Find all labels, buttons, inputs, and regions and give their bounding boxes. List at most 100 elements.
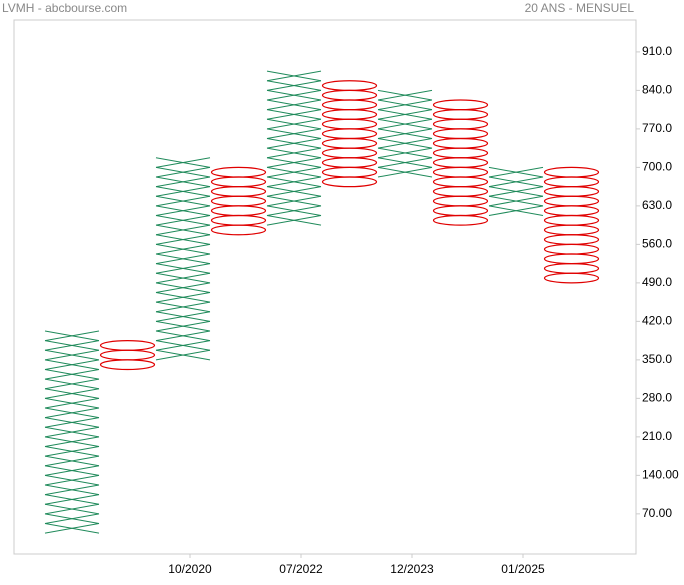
x-stroke	[155, 195, 211, 207]
o-symbol	[432, 157, 489, 168]
x-stroke	[44, 407, 100, 419]
pf-column	[543, 166, 600, 284]
o-symbol	[321, 128, 378, 140]
o-symbol	[543, 272, 600, 284]
o-symbol	[210, 195, 267, 207]
x-tick-label: 01/2025	[501, 562, 545, 576]
x-stroke	[266, 166, 322, 178]
o-symbol	[210, 224, 267, 236]
x-stroke	[44, 455, 100, 467]
pf-column	[44, 330, 100, 534]
x-stroke	[266, 157, 322, 168]
o-symbol	[543, 205, 600, 217]
o-symbol	[432, 99, 489, 111]
o-symbol	[432, 176, 489, 188]
x-stroke	[44, 417, 100, 428]
o-symbol	[432, 214, 489, 226]
o-symbol	[543, 253, 600, 265]
o-symbol	[321, 147, 378, 159]
x-stroke	[266, 80, 322, 91]
x-stroke	[44, 474, 100, 486]
o-symbol	[321, 157, 378, 168]
x-stroke	[377, 157, 433, 168]
x-stroke	[155, 330, 211, 342]
y-tick-label: 910.0	[642, 44, 672, 58]
x-stroke	[44, 340, 100, 351]
o-symbol	[543, 195, 600, 207]
pf-column	[432, 99, 489, 226]
x-stroke	[266, 138, 322, 149]
x-stroke	[155, 340, 211, 351]
x-stroke	[44, 436, 100, 447]
x-stroke	[44, 465, 100, 476]
y-tick-label: 840.0	[642, 83, 672, 97]
x-tick-label: 07/2022	[279, 562, 323, 576]
x-stroke	[488, 195, 544, 207]
o-symbol	[543, 263, 600, 274]
o-symbol	[543, 243, 600, 255]
o-symbol	[432, 166, 489, 178]
y-tick-label: 490.0	[642, 275, 672, 289]
x-stroke	[488, 205, 544, 216]
x-stroke	[377, 99, 433, 111]
o-symbol	[210, 186, 267, 197]
x-stroke	[155, 263, 211, 274]
pf-column	[377, 89, 433, 178]
o-symbol	[321, 80, 378, 91]
x-stroke	[266, 147, 322, 159]
x-stroke	[377, 138, 433, 149]
o-symbol	[321, 176, 378, 188]
o-symbol	[210, 166, 267, 178]
y-tick-label: 70.00	[642, 506, 672, 520]
pf-column	[210, 166, 267, 236]
o-symbol	[432, 147, 489, 159]
y-tick-label: 630.0	[642, 198, 672, 212]
y-tick-label: 770.0	[642, 121, 672, 135]
x-stroke	[377, 109, 433, 120]
x-stroke	[377, 147, 433, 159]
x-stroke	[155, 282, 211, 293]
o-symbol	[432, 186, 489, 197]
y-tick-label: 210.0	[642, 429, 672, 443]
x-stroke	[44, 513, 100, 524]
y-tick-label: 280.0	[642, 391, 672, 405]
o-symbol	[99, 340, 156, 351]
o-symbol	[210, 205, 267, 217]
x-stroke	[155, 272, 211, 284]
x-stroke	[44, 484, 100, 496]
x-stroke	[44, 445, 100, 457]
x-stroke	[266, 215, 322, 226]
x-stroke	[155, 224, 211, 236]
x-tick-label: 12/2023	[390, 562, 434, 576]
x-stroke	[155, 320, 211, 332]
x-stroke	[488, 186, 544, 197]
x-stroke	[44, 397, 100, 409]
x-stroke	[266, 118, 322, 130]
x-stroke	[155, 253, 211, 265]
pf-column	[99, 340, 156, 371]
o-symbol	[543, 224, 600, 236]
x-stroke	[266, 99, 322, 111]
o-symbol	[99, 349, 156, 361]
x-stroke	[155, 311, 211, 322]
o-symbol	[432, 118, 489, 130]
o-symbol	[432, 128, 489, 140]
x-stroke	[266, 195, 322, 207]
o-symbol	[432, 195, 489, 207]
o-symbol	[432, 205, 489, 217]
x-stroke	[44, 388, 100, 399]
x-stroke	[155, 301, 211, 313]
x-stroke	[377, 118, 433, 130]
x-stroke	[44, 378, 100, 390]
o-symbol	[543, 214, 600, 226]
y-tick-label: 560.0	[642, 237, 672, 251]
o-symbol	[543, 176, 600, 188]
o-symbol	[432, 109, 489, 120]
chart-title: LVMH - abcbourse.com	[2, 1, 127, 15]
o-symbol	[210, 176, 267, 188]
y-tick-label: 420.0	[642, 314, 672, 328]
y-tick-label: 700.0	[642, 160, 672, 174]
x-stroke	[488, 166, 544, 178]
